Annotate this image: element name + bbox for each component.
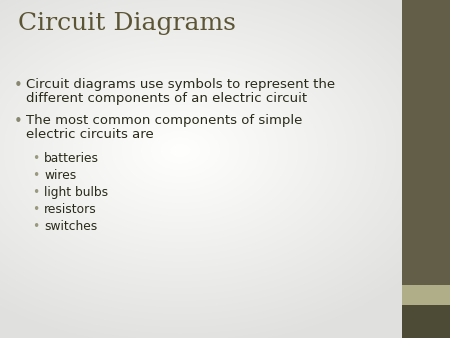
Text: Circuit diagrams use symbols to represent the: Circuit diagrams use symbols to represen… — [26, 78, 335, 91]
Text: •: • — [14, 78, 23, 93]
Text: The most common components of simple: The most common components of simple — [26, 114, 302, 127]
Text: wires: wires — [44, 169, 76, 182]
FancyBboxPatch shape — [402, 305, 450, 338]
Text: Circuit Diagrams: Circuit Diagrams — [18, 12, 236, 35]
Text: •: • — [32, 220, 39, 233]
Text: different components of an electric circuit: different components of an electric circ… — [26, 92, 307, 105]
Text: •: • — [32, 152, 39, 165]
Text: resistors: resistors — [44, 203, 97, 216]
Text: light bulbs: light bulbs — [44, 186, 108, 199]
Text: electric circuits are: electric circuits are — [26, 128, 154, 141]
Text: •: • — [32, 186, 39, 199]
Text: •: • — [32, 203, 39, 216]
Text: switches: switches — [44, 220, 97, 233]
FancyBboxPatch shape — [402, 0, 450, 285]
Text: •: • — [14, 114, 23, 129]
Text: •: • — [32, 169, 39, 182]
Text: batteries: batteries — [44, 152, 99, 165]
FancyBboxPatch shape — [402, 285, 450, 305]
